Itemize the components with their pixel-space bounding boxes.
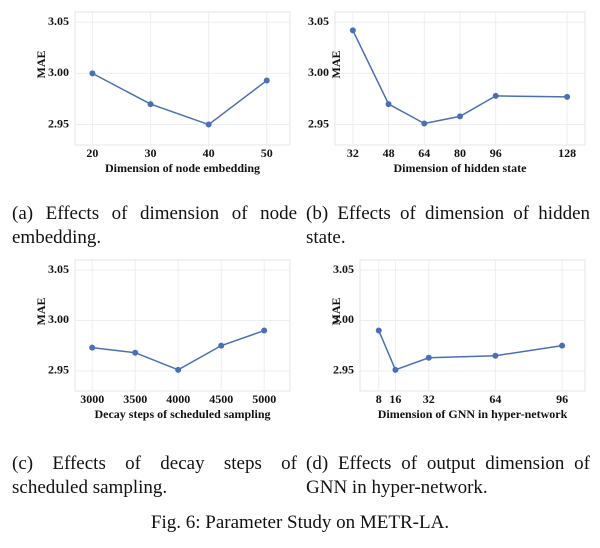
x-tick-label: 8 [376,392,382,406]
point [559,342,566,349]
x-tick-label: 30 [145,146,157,160]
x-tick-label: 4000 [166,392,190,406]
caption: (c) Effects of decay steps of scheduled … [12,453,297,498]
point [205,121,212,128]
point [425,354,432,361]
y-tick-label: 2.95 [333,363,354,377]
x-tick-label: 3500 [123,392,147,406]
x-tick-label: 96 [556,392,568,406]
point [492,352,499,359]
figure-caption: Fig. 6: Parameter Study on METR-LA. [150,512,450,533]
y-tick-label: 2.95 [48,363,69,377]
x-tick-label: 40 [203,146,215,160]
x-tick-label: 64 [489,392,501,406]
point [218,342,225,349]
x-tick-label: 64 [418,146,430,160]
line [92,72,268,126]
x-tick-label: 50 [261,146,273,160]
plot-area [74,11,291,146]
point [175,366,182,373]
point [392,366,399,373]
y-tick-label: 3.05 [48,14,69,28]
line [352,30,568,125]
y-axis-label: MAE [329,51,343,79]
x-tick-label: 96 [490,146,502,160]
x-axis-label: Dimension of node embedding [105,161,260,175]
point [89,344,96,351]
x-tick-label: 128 [558,146,576,160]
y-tick-label: 3.00 [308,65,329,79]
y-tick-label: 3.05 [48,262,69,276]
point [564,93,571,100]
point [375,327,382,334]
point [457,113,463,120]
y-tick-label: 2.95 [308,116,329,130]
x-tick-label: 16 [389,392,401,406]
y-axis-label: MAE [329,298,343,326]
x-axis-label: Dimension of GNN in hyper-network [378,407,568,421]
x-axis-label: Dimension of hidden state [393,161,527,175]
caption: (b) Effects of dimension of hidden state… [306,203,590,248]
x-tick-label: 32 [347,146,359,160]
y-tick-label: 3.05 [308,14,329,28]
plot-area [74,259,291,392]
point [89,70,96,77]
point [349,27,356,34]
point [147,101,154,108]
x-tick-label: 3000 [80,392,104,406]
point [492,92,499,99]
point [385,101,392,108]
y-tick-label: 3.00 [48,65,69,79]
y-tick-label: 3.05 [333,262,354,276]
point [421,120,428,127]
point [132,349,139,356]
y-axis-label: MAE [34,298,48,326]
y-tick-label: 3.00 [48,312,69,326]
point [261,327,268,334]
point [263,77,270,84]
x-tick-label: 5000 [252,392,276,406]
y-axis-label: MAE [34,51,48,79]
x-tick-label: 48 [383,146,395,160]
y-tick-label: 3.00 [333,312,354,326]
x-tick-label: 20 [86,146,98,160]
x-tick-label: 80 [454,146,466,160]
x-tick-label: 4500 [209,392,233,406]
x-tick-label: 32 [423,392,435,406]
caption: (d) Effects of output dimension of GNN i… [306,453,590,498]
caption: (a) Effects of dimension of node embeddi… [12,203,297,248]
x-axis-label: Decay steps of scheduled sampling [94,407,270,421]
y-tick-label: 2.95 [48,116,69,130]
